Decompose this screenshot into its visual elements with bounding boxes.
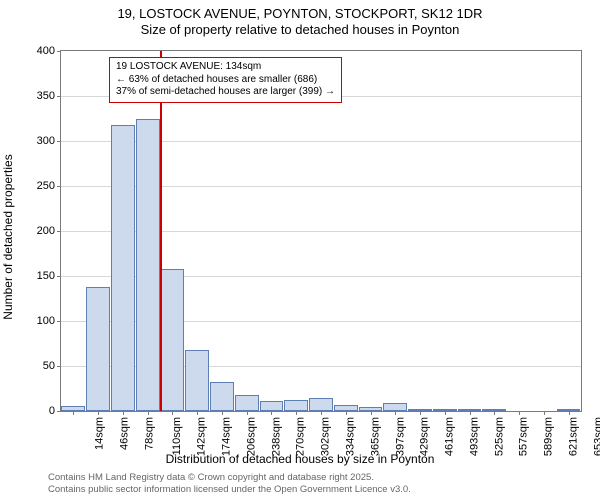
x-tick-label: 238sqm <box>270 417 282 456</box>
y-tick-mark <box>57 366 61 367</box>
annotation-line1: 19 LOSTOCK AVENUE: 134sqm <box>116 61 335 74</box>
x-tick-mark <box>519 411 520 415</box>
chart-title: 19, LOSTOCK AVENUE, POYNTON, STOCKPORT, … <box>0 6 600 22</box>
x-tick-label: 461sqm <box>444 417 456 456</box>
histogram-bar <box>260 401 284 411</box>
histogram-bar <box>185 350 209 411</box>
plot-area: 05010015020025030035040014sqm46sqm78sqm1… <box>60 50 582 412</box>
x-tick-mark <box>73 411 74 415</box>
x-tick-label: 174sqm <box>221 417 233 456</box>
x-tick-mark <box>148 411 149 415</box>
x-tick-mark <box>346 411 347 415</box>
y-tick-label: 50 <box>43 360 55 372</box>
x-tick-mark <box>222 411 223 415</box>
x-tick-label: 525sqm <box>493 417 505 456</box>
attribution-line1: Contains HM Land Registry data © Crown c… <box>48 472 411 484</box>
attribution: Contains HM Land Registry data © Crown c… <box>48 472 411 496</box>
x-tick-mark <box>445 411 446 415</box>
x-tick-label: 365sqm <box>369 417 381 456</box>
x-tick-mark <box>123 411 124 415</box>
y-tick-mark <box>57 51 61 52</box>
y-tick-label: 300 <box>37 135 55 147</box>
y-tick-mark <box>57 96 61 97</box>
x-tick-label: 429sqm <box>419 417 431 456</box>
annotation-line3: 37% of semi-detached houses are larger (… <box>116 86 335 99</box>
y-tick-mark <box>57 231 61 232</box>
x-tick-label: 334sqm <box>345 417 357 456</box>
x-tick-mark <box>395 411 396 415</box>
y-tick-mark <box>57 321 61 322</box>
title-block: 19, LOSTOCK AVENUE, POYNTON, STOCKPORT, … <box>0 0 600 39</box>
x-tick-mark <box>197 411 198 415</box>
x-tick-label: 206sqm <box>246 417 258 456</box>
y-tick-label: 200 <box>37 225 55 237</box>
x-tick-mark <box>296 411 297 415</box>
chart-subtitle: Size of property relative to detached ho… <box>0 22 600 38</box>
chart-container: 19, LOSTOCK AVENUE, POYNTON, STOCKPORT, … <box>0 0 600 500</box>
y-tick-label: 350 <box>37 90 55 102</box>
attribution-line2: Contains public sector information licen… <box>48 484 411 496</box>
histogram-bar <box>86 287 110 411</box>
x-axis-label: Distribution of detached houses by size … <box>0 452 600 466</box>
histogram-bar <box>235 395 259 411</box>
x-tick-label: 110sqm <box>171 417 183 455</box>
x-tick-mark <box>98 411 99 415</box>
histogram-bar <box>210 382 234 411</box>
y-tick-mark <box>57 276 61 277</box>
marker-line <box>160 51 162 411</box>
annotation-line2: ← 63% of detached houses are smaller (68… <box>116 74 335 87</box>
x-tick-label: 397sqm <box>394 417 406 456</box>
x-tick-label: 78sqm <box>143 417 155 450</box>
y-tick-label: 0 <box>49 405 55 417</box>
histogram-bar <box>309 398 333 411</box>
histogram-bar <box>383 403 407 411</box>
x-tick-label: 589sqm <box>543 417 555 456</box>
x-tick-label: 557sqm <box>518 417 530 456</box>
histogram-bar <box>136 119 160 412</box>
x-tick-label: 621sqm <box>567 417 579 456</box>
x-tick-mark <box>544 411 545 415</box>
histogram-bar <box>111 125 135 411</box>
histogram-bar <box>161 269 185 411</box>
histogram-bar <box>284 400 308 411</box>
annotation-box: 19 LOSTOCK AVENUE: 134sqm ← 63% of detac… <box>109 57 342 103</box>
x-tick-mark <box>271 411 272 415</box>
x-tick-label: 46sqm <box>119 417 131 450</box>
x-tick-mark <box>470 411 471 415</box>
x-tick-label: 493sqm <box>468 417 480 456</box>
y-tick-label: 150 <box>37 270 55 282</box>
y-tick-mark <box>57 411 61 412</box>
y-tick-mark <box>57 186 61 187</box>
x-tick-mark <box>172 411 173 415</box>
y-tick-mark <box>57 141 61 142</box>
x-tick-label: 653sqm <box>592 417 600 456</box>
x-tick-mark <box>321 411 322 415</box>
x-tick-label: 270sqm <box>295 417 307 456</box>
x-tick-label: 14sqm <box>94 417 106 450</box>
x-tick-mark <box>420 411 421 415</box>
x-tick-mark <box>371 411 372 415</box>
x-tick-mark <box>247 411 248 415</box>
y-tick-label: 100 <box>37 315 55 327</box>
x-tick-mark <box>569 411 570 415</box>
x-tick-label: 142sqm <box>196 417 208 456</box>
x-tick-label: 302sqm <box>320 417 332 456</box>
y-tick-label: 250 <box>37 180 55 192</box>
y-tick-label: 400 <box>37 45 55 57</box>
x-tick-mark <box>494 411 495 415</box>
